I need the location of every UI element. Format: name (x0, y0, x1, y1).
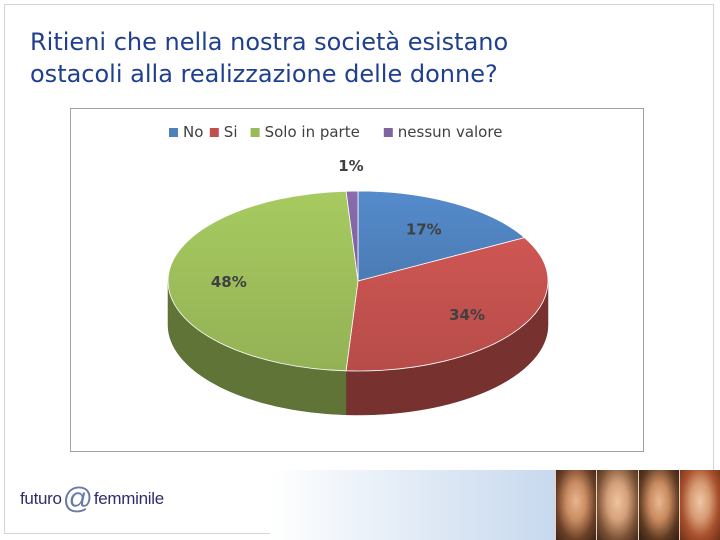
title-line-1: Ritieni che nella nostra società esistan… (30, 28, 509, 56)
pie-chart: 17% 34% 48% 1% No Si Solo in parte nessun valor… (70, 108, 644, 452)
slice-si (345, 237, 549, 372)
legend-swatch-no (169, 128, 178, 137)
legend-label-solo-in-parte: Solo in parte (265, 123, 360, 141)
slice-nessun-valore (345, 190, 359, 282)
slice-no (357, 190, 526, 282)
logo-text-left: futuro (20, 489, 62, 508)
logo-text-right: femminile (93, 489, 164, 508)
slice-solo-in-parte (167, 190, 359, 372)
futuro-femminile-logo: futuro @ femminile (20, 484, 164, 514)
data-label-nessun-valore: 1% (338, 157, 363, 175)
legend-swatch-nessun-valore (383, 128, 393, 137)
photo-woman-2 (596, 470, 638, 540)
legend-label-nessun-valore: nessun valore (398, 123, 503, 141)
legend-swatch-si (209, 128, 219, 137)
legend-label-no: No (183, 123, 203, 141)
data-label-solo-in-parte: 48% (211, 273, 247, 291)
logo-at-symbol: @ (62, 482, 93, 515)
photo-woman-3 (637, 470, 679, 540)
footer-photos (555, 470, 720, 540)
slide-title: Ritieni che nella nostra società esistan… (30, 26, 670, 90)
legend-swatch-solo-in-parte (250, 128, 260, 137)
data-label-si: 34% (449, 306, 485, 324)
photo-woman-1 (555, 470, 597, 540)
title-line-2: ostacoli alla realizzazione delle donne? (30, 60, 498, 88)
legend-label-si: Si (224, 123, 238, 141)
photo-woman-4 (678, 470, 720, 540)
pie-chart-svg: 17% 34% 48% 1% No Si Solo in parte nessun valor… (167, 123, 549, 416)
data-label-no: 17% (406, 220, 442, 238)
